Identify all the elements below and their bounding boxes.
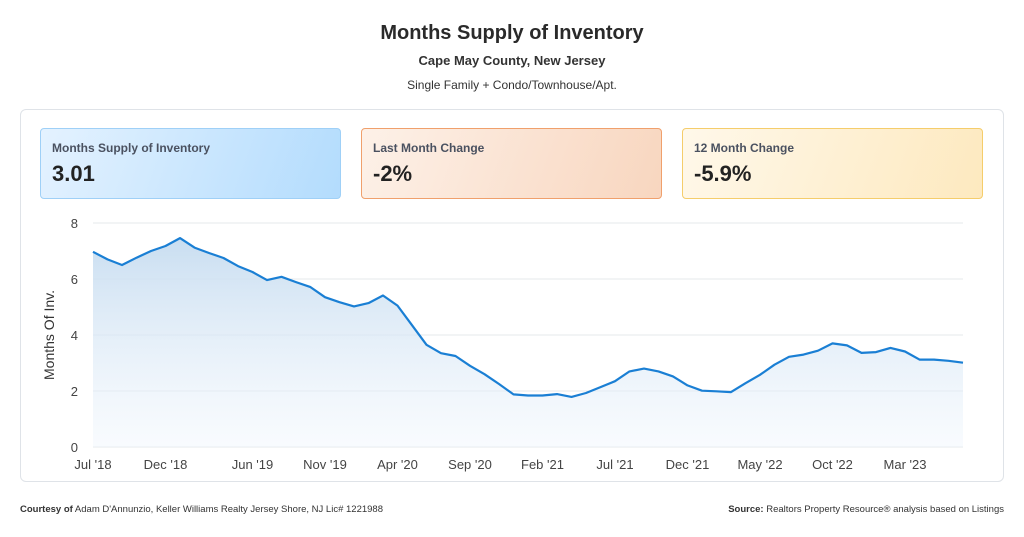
courtesy-text: Adam D'Annunzio, Keller Williams Realty … <box>74 504 383 515</box>
source-note: Source: Realtors Property Resource® anal… <box>728 504 1004 515</box>
x-tick-label: Oct '22 <box>812 457 853 472</box>
x-tick-label: May '22 <box>737 457 782 472</box>
card-label: Months Supply of Inventory <box>52 141 210 155</box>
source-label: Source: <box>728 504 764 515</box>
x-tick-label: Apr '20 <box>377 457 418 472</box>
x-tick-label: Dec '21 <box>666 457 710 472</box>
x-tick-label: Jul '21 <box>596 457 633 472</box>
card-value: -2% <box>373 161 413 186</box>
y-tick-label: 8 <box>71 216 78 231</box>
card-value: 3.01 <box>52 161 95 186</box>
card-12-month-change: 12 Month Change -5.9% <box>682 128 983 199</box>
card-value: -5.9% <box>694 161 752 186</box>
x-tick-label: Dec '18 <box>144 457 188 472</box>
area-fill <box>93 238 963 447</box>
card-months-supply: Months Supply of Inventory 3.01 <box>40 128 341 199</box>
x-tick-label: Jul '18 <box>74 457 111 472</box>
series-line <box>92 237 964 398</box>
card-last-month-change: Last Month Change -2% <box>361 128 662 199</box>
x-tick-label: Sep '20 <box>448 457 492 472</box>
y-tick-label: 0 <box>71 440 78 455</box>
courtesy-note: Courtesy of Adam D'Annunzio, Keller Will… <box>20 504 383 515</box>
x-tick-label: Feb '21 <box>521 457 564 472</box>
y-axis-label: Months Of Inv. <box>41 290 57 380</box>
location-subtitle: Cape May County, New Jersey <box>418 53 606 68</box>
page-title: Months Supply of Inventory <box>380 22 644 44</box>
courtesy-label: Courtesy of <box>20 504 73 515</box>
x-tick-label: Mar '23 <box>884 457 927 472</box>
y-tick-label: 2 <box>71 384 78 399</box>
source-text: Realtors Property Resource® analysis bas… <box>766 504 1004 515</box>
property-types: Single Family + Condo/Townhouse/Apt. <box>407 78 617 92</box>
card-label: Last Month Change <box>373 141 485 155</box>
x-tick-label: Jun '19 <box>232 457 274 472</box>
card-label: 12 Month Change <box>694 141 795 155</box>
y-tick-label: 4 <box>71 328 78 343</box>
y-tick-label: 6 <box>71 272 78 287</box>
x-tick-label: Nov '19 <box>303 457 347 472</box>
